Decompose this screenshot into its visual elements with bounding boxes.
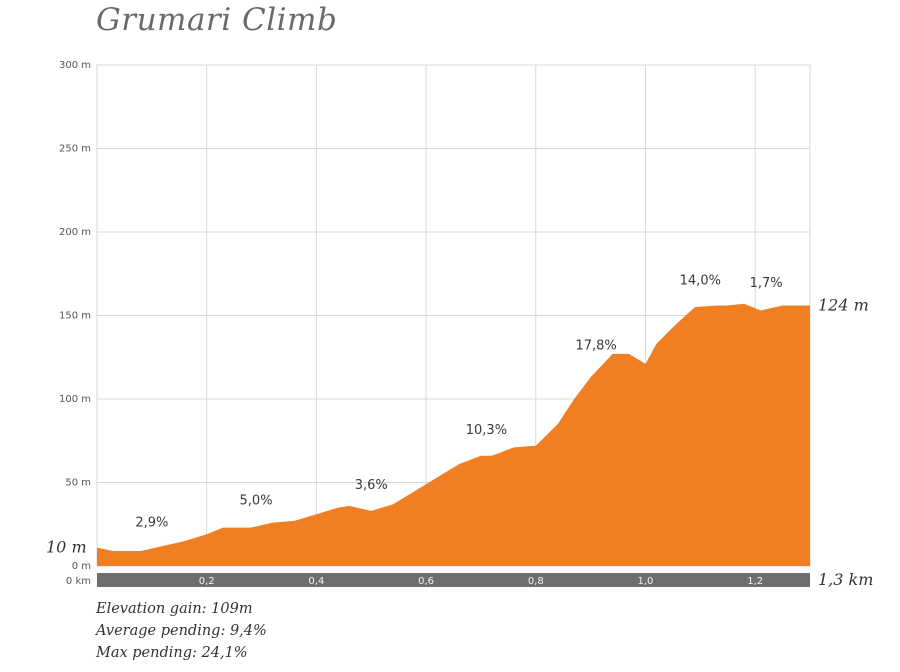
grade-label: 17,8%: [575, 338, 616, 353]
x-tick-label: 0,2: [199, 576, 215, 587]
grade-label: 1,7%: [750, 276, 783, 291]
grade-label: 14,0%: [680, 274, 721, 289]
start-elevation-label: 10 m: [46, 538, 87, 557]
segment-grade-labels: 2,9% 5,0% 3,6% 10,3% 17,8% 14,0% 1,7%: [135, 274, 782, 531]
y-tick-label: 100 m: [59, 394, 91, 405]
y-tick-label: 0 m: [72, 561, 91, 572]
climb-stats: Elevation gain: 109m Average pending: 9,…: [96, 598, 267, 664]
x-tick-label: 0,4: [308, 576, 324, 587]
x-axis-start-label: 0 km: [66, 576, 91, 587]
y-tick-label: 50 m: [65, 478, 91, 489]
x-tick-label: 1,0: [638, 576, 654, 587]
x-axis-bar: [97, 573, 810, 587]
grade-label: 3,6%: [355, 478, 388, 493]
x-axis-end-label: 1,3 km: [818, 570, 873, 589]
average-pending-stat: Average pending: 9,4%: [96, 623, 267, 639]
elevation-profile-area: [97, 303, 810, 566]
grade-label: 2,9%: [135, 515, 168, 530]
x-tick-label: 1,2: [747, 576, 763, 587]
y-tick-label: 200 m: [59, 227, 91, 238]
y-tick-label: 300 m: [59, 60, 91, 71]
grade-label: 10,3%: [466, 423, 507, 438]
x-tick-label: 0,6: [418, 576, 434, 587]
y-tick-label: 150 m: [59, 311, 91, 322]
x-axis-ticks: 0,2 0,4 0,6 0,8 1,0 1,2: [199, 576, 763, 587]
y-axis-ticks: 0 m 50 m 100 m 150 m 200 m 250 m 300 m: [59, 60, 91, 572]
end-elevation-label: 124 m: [818, 295, 869, 314]
x-tick-label: 0,8: [528, 576, 544, 587]
chart-title: Grumari Climb: [96, 2, 338, 38]
grade-label: 5,0%: [240, 493, 273, 508]
max-pending-stat: Max pending: 24,1%: [96, 645, 248, 661]
elevation-gain-stat: Elevation gain: 109m: [96, 601, 253, 617]
y-tick-label: 250 m: [59, 144, 91, 155]
